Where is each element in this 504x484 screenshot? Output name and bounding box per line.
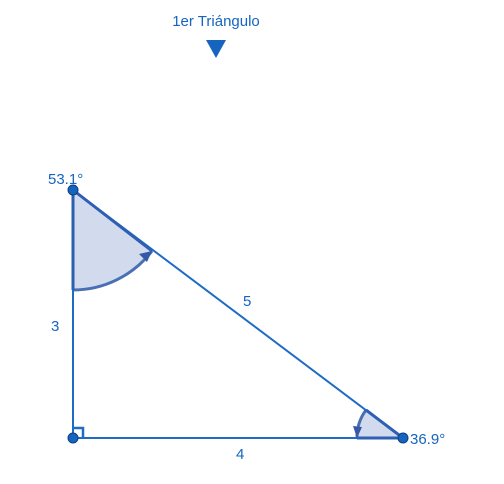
angle-sector-top	[73, 190, 152, 290]
angle-arrow-top-icon	[139, 251, 152, 262]
triangle-title: 1er Triángulo	[172, 13, 260, 30]
side-label-hypotenuse: 5	[243, 293, 251, 310]
angle-label-right: 36.9°	[410, 431, 445, 448]
side-label-vertical: 3	[51, 318, 59, 335]
side-hyp-highlight-right	[365, 408, 404, 440]
vertex-bottom-left[interactable]	[67, 432, 79, 444]
side-label-horizontal: 4	[236, 446, 244, 463]
vertex-top[interactable]	[67, 184, 79, 196]
triangle-toggle-button[interactable]: 1er Triángulo	[160, 12, 272, 64]
angle-label-top: 53.1°	[48, 171, 83, 188]
triangle-down-icon	[206, 40, 226, 58]
right-angle-icon	[73, 426, 85, 438]
angle-arrow-right-icon	[353, 426, 362, 438]
vertex-right[interactable]	[397, 432, 409, 444]
side-hyp-highlight	[72, 188, 153, 253]
